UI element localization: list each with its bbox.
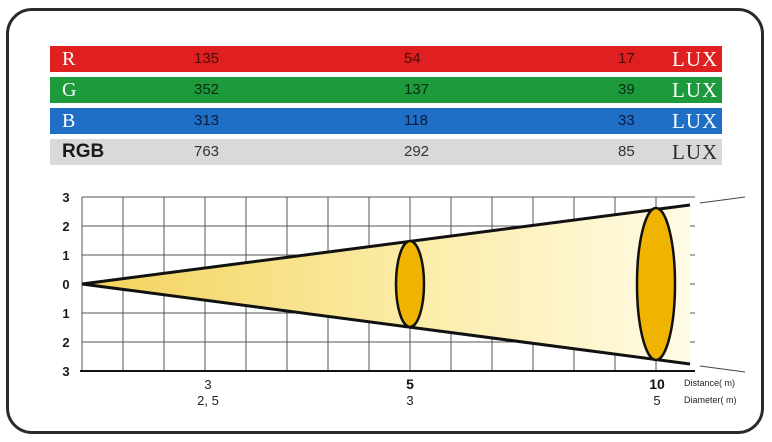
lux-value: 54 <box>404 50 421 67</box>
lux-value: 118 <box>404 112 428 129</box>
lux-value: 137 <box>404 81 430 98</box>
y-tick-label: 1 <box>62 306 69 321</box>
lux-value: 313 <box>194 112 220 129</box>
row-label: G <box>62 79 77 101</box>
diameter-value: 3 <box>406 393 413 408</box>
beam-cross-section-5m <box>394 239 426 329</box>
row-label: B <box>62 110 76 132</box>
lux-value: 39 <box>618 81 635 98</box>
y-tick-label: 1 <box>62 248 69 263</box>
y-tick-label: 2 <box>62 335 69 350</box>
distance-value: 5 <box>406 376 414 392</box>
beam-extension-bottom <box>699 365 746 373</box>
lux-unit: LUX <box>672 78 719 102</box>
lux-row-rgb: RGB 763 292 85 LUX <box>50 139 722 165</box>
lux-unit: LUX <box>672 109 719 133</box>
lux-value: 352 <box>194 81 220 98</box>
distance-caption: Distance( m) <box>684 378 735 388</box>
lux-unit: LUX <box>672 140 719 164</box>
distance-value: 3 <box>204 377 211 392</box>
lux-value: 85 <box>618 143 635 160</box>
light-beam <box>82 205 690 364</box>
lux-value: 17 <box>618 50 635 67</box>
lux-value: 292 <box>404 143 430 160</box>
y-tick-label: 3 <box>62 364 69 379</box>
y-tick-label: 2 <box>62 219 69 234</box>
beam-extension-top <box>699 196 746 204</box>
diameter-value: 5 <box>653 393 660 408</box>
row-label: R <box>62 48 76 70</box>
lux-row-g: G 352 137 39 LUX <box>50 77 722 103</box>
distance-value: 10 <box>649 376 665 392</box>
beam-cross-section-10m <box>635 206 677 362</box>
lux-row-b: B 313 118 33 LUX <box>50 108 722 134</box>
lux-unit: LUX <box>672 47 719 71</box>
row-label: RGB <box>62 141 105 162</box>
y-tick-label: 3 <box>62 190 69 205</box>
lux-row-r: R 135 54 17 LUX <box>50 46 722 72</box>
lux-value: 33 <box>618 112 635 129</box>
lux-value: 135 <box>194 50 220 67</box>
beam-edge-bottom <box>81 282 691 366</box>
diameter-value: 2, 5 <box>197 393 219 408</box>
beam-edge-top <box>81 203 691 286</box>
lux-value: 763 <box>194 143 220 160</box>
y-tick-label: 0 <box>62 277 69 292</box>
diameter-caption: Diameter( m) <box>684 395 737 405</box>
